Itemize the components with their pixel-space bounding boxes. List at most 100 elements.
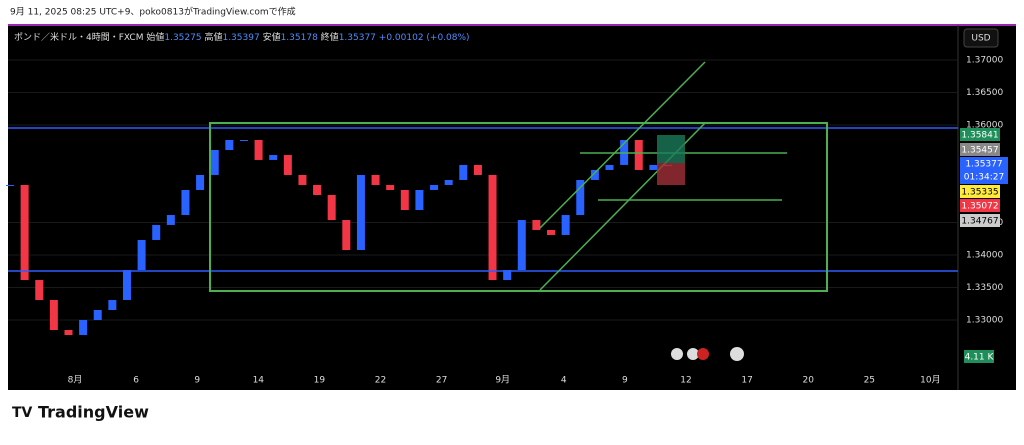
x-tick-label: 8月 (68, 375, 83, 386)
logo-mark: TV (12, 405, 33, 421)
candle (79, 320, 88, 336)
price-label: 1.34767 (961, 217, 998, 227)
candle (239, 140, 248, 141)
x-tick-label: 12 (680, 376, 691, 386)
countdown: 01:34:27 (964, 173, 1004, 183)
y-tick-label: 1.33000 (966, 316, 1003, 326)
candle (371, 174, 380, 185)
logo: TradingView (38, 403, 149, 422)
chart-panel (8, 24, 1016, 390)
x-tick-label: 22 (375, 376, 386, 386)
high-label: 高値 (204, 31, 222, 43)
candle (166, 215, 175, 225)
price-label: 1.35457 (961, 146, 998, 156)
currency-button[interactable] (963, 28, 999, 48)
x-tick-label: 6 (133, 376, 139, 386)
candle (561, 215, 570, 235)
candle (210, 150, 219, 175)
symbol: ポンド／米ドル・4時間・FXCM (14, 31, 143, 43)
candle (254, 140, 263, 160)
candle (122, 270, 131, 300)
price-tag (960, 199, 1000, 212)
candle (532, 220, 541, 230)
volume-tag (964, 350, 994, 363)
close-label: 終値 (321, 31, 339, 43)
candle (6, 184, 14, 186)
y-tick-label: 1.34000 (966, 251, 1003, 261)
y-tick-label: 1.33500 (966, 283, 1003, 293)
currency-text[interactable]: USD (971, 34, 990, 44)
candle (108, 299, 117, 310)
low: 1.35178 (281, 33, 318, 43)
x-tick-label: 9 (194, 376, 200, 386)
candle (649, 164, 658, 170)
x-tick-label: 27 (436, 376, 447, 386)
candle (225, 140, 234, 151)
candle (459, 164, 468, 180)
price-label: 1.35841 (961, 131, 998, 141)
candle (473, 164, 482, 175)
caption: 9月 11, 2025 08:25 UTC+9、poko0813がTrading… (10, 6, 296, 18)
x-tick-label: 25 (864, 376, 875, 386)
candle (503, 270, 512, 281)
x-tick-label: 20 (802, 376, 814, 386)
loss-zone (657, 163, 685, 185)
price-tag (960, 157, 1008, 184)
candle (400, 189, 409, 211)
low-label: 安値 (263, 31, 281, 43)
x-tick-label: 9 (622, 376, 628, 386)
open-label: 始値 (146, 31, 164, 43)
y-tick-label: 1.36000 (966, 120, 1003, 130)
candle (283, 155, 292, 175)
x-tick-label: 14 (253, 376, 265, 386)
candle (517, 220, 526, 271)
candle (196, 174, 205, 190)
candle (547, 229, 556, 235)
x-tick-label: 9月 (495, 375, 510, 386)
candle (93, 309, 102, 321)
price-label: 1.35377 (965, 160, 1002, 170)
candle (313, 184, 322, 195)
range-box (209, 122, 828, 292)
candle (590, 169, 599, 180)
candle (137, 239, 146, 271)
x-tick-label: 19 (314, 376, 326, 386)
candle (415, 189, 424, 211)
price-tag (960, 185, 1000, 198)
price-label: 1.35072 (961, 202, 998, 212)
legend: ポンド／米ドル・4時間・FXCM 始値1.35275 高値1.35397 安値1… (14, 31, 470, 43)
candle (64, 330, 73, 336)
candle (298, 174, 307, 185)
candle (269, 155, 278, 160)
x-tick-label: 4 (561, 376, 567, 386)
candle (342, 220, 351, 250)
candle (386, 184, 395, 190)
candle (35, 280, 44, 300)
close: 1.35377 (339, 33, 376, 43)
candle (634, 140, 643, 170)
price-tag (960, 214, 1000, 227)
price-tag (960, 143, 1000, 156)
x-tick-label: 10月 (920, 375, 940, 386)
price-tag (960, 128, 1000, 141)
candle (576, 179, 585, 216)
y-tick-label: 1.36500 (966, 88, 1003, 98)
candle (327, 194, 336, 221)
volume-label: 4.11 K (965, 353, 995, 363)
candle (49, 299, 58, 331)
candle (152, 224, 161, 240)
change: +0.00102 (+0.08%) (379, 33, 470, 43)
high: 1.35397 (222, 33, 259, 43)
event-icons (671, 347, 744, 361)
open: 1.35275 (164, 33, 201, 43)
candle (356, 174, 365, 250)
y-tick-label: 1.37000 (966, 55, 1003, 65)
candle (605, 164, 614, 170)
candle (181, 189, 190, 216)
channel-upper (539, 61, 706, 229)
candle (488, 174, 497, 281)
candle (444, 179, 453, 185)
candle (430, 184, 439, 190)
x-tick-label: 17 (741, 376, 752, 386)
